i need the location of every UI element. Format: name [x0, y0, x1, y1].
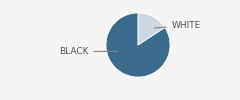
Wedge shape [106, 13, 170, 77]
Text: WHITE: WHITE [154, 21, 201, 30]
Wedge shape [138, 13, 165, 45]
Text: BLACK: BLACK [59, 47, 118, 56]
